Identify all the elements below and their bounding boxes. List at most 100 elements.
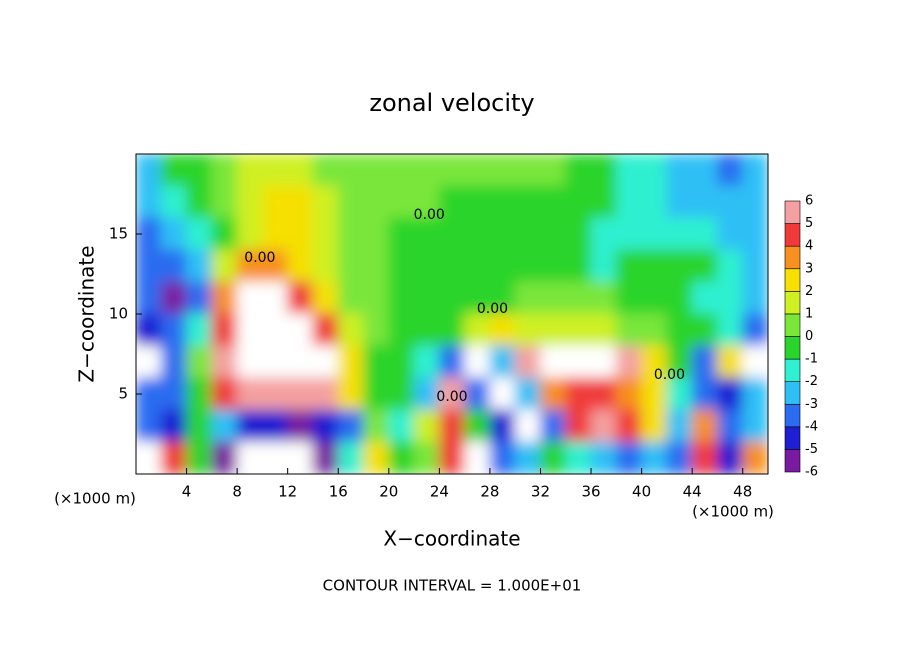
heatmap-cell (388, 313, 415, 347)
heatmap-cell (363, 409, 390, 443)
heatmap-cell (615, 441, 643, 474)
heatmap-cell (160, 217, 188, 251)
heatmap-cell (565, 185, 592, 219)
heatmap-cell (464, 441, 491, 474)
heatmap-cell (413, 409, 440, 443)
heatmap-cell (337, 281, 365, 315)
heatmap-cell (590, 249, 617, 283)
heatmap-cell (388, 249, 415, 283)
x-tick-label: 44 (683, 483, 702, 501)
heatmap-cell (641, 345, 668, 379)
heatmap-cell (742, 313, 768, 347)
heatmap-cell (438, 217, 466, 251)
heatmap-cell (641, 377, 668, 411)
heatmap-cell (186, 409, 213, 443)
x-unit-label: (×1000 m) (54, 490, 136, 508)
heatmap-cell (514, 441, 541, 474)
colorbar-swatch (784, 358, 801, 382)
heatmap-cell (666, 345, 693, 379)
colorbar-label: 1 (805, 306, 813, 321)
colorbar-swatch (784, 200, 801, 224)
heatmap-cell (363, 154, 390, 187)
heatmap-cell (590, 409, 617, 443)
heatmap-cell (489, 154, 516, 187)
x-tick-label: 28 (480, 483, 499, 501)
heatmap-cell (514, 345, 541, 379)
heatmap-cell (489, 217, 516, 251)
heatmap-cell (236, 345, 263, 379)
heatmap-cell (590, 154, 617, 187)
heatmap-cell (186, 313, 213, 347)
heatmap-cell (742, 281, 768, 315)
heatmap-cell (438, 441, 466, 474)
heatmap-cell (742, 249, 768, 283)
heatmap-cell (211, 154, 238, 187)
heatmap-cell (337, 377, 365, 411)
heatmap-cell (438, 313, 466, 347)
heatmap-cell (211, 281, 238, 315)
heatmap-cell (413, 345, 440, 379)
heatmap-cell (590, 217, 617, 251)
heatmap-cell (287, 441, 314, 474)
heatmap-cell (641, 409, 668, 443)
heatmap-cell (716, 377, 744, 411)
heatmap-cell (514, 249, 541, 283)
heatmap-cell (565, 154, 592, 187)
heatmap-cell (186, 377, 213, 411)
heatmap-cell (211, 249, 238, 283)
colorbar-label: 6 (805, 194, 813, 209)
heatmap-cell (666, 441, 693, 474)
heatmap-cell (211, 313, 238, 347)
heatmap-cell (615, 281, 643, 315)
heatmap-cell (312, 281, 339, 315)
heatmap-cell (236, 185, 263, 219)
heatmap-cell (590, 185, 617, 219)
heatmap-cell (287, 281, 314, 315)
heatmap-cell (691, 409, 718, 443)
heatmap-cell (691, 377, 718, 411)
heatmap-cell (464, 281, 491, 315)
heatmap-cell (287, 249, 314, 283)
heatmap-cell (261, 217, 289, 251)
colorbar-swatch (784, 291, 801, 315)
heatmap-cell (287, 377, 314, 411)
heatmap-cell (186, 345, 213, 379)
colorbar-swatch (784, 336, 801, 360)
heatmap-cell (363, 313, 390, 347)
heatmap-cell (160, 313, 188, 347)
heatmap-cell (590, 441, 617, 474)
heatmap-cell (136, 345, 162, 379)
heatmap-cell (666, 409, 693, 443)
heatmap-cell (261, 154, 289, 187)
heatmap-cell (514, 217, 541, 251)
heatmap-cell (413, 249, 440, 283)
heatmap-cell (539, 377, 567, 411)
heatmap-cell (565, 249, 592, 283)
heatmap-cell (590, 377, 617, 411)
heatmap-cell (413, 154, 440, 187)
colorbar-label: 3 (805, 261, 813, 276)
heatmap-cell (236, 409, 263, 443)
heatmap-cell (136, 185, 162, 219)
heatmap-cell (641, 281, 668, 315)
heatmap-cell (236, 441, 263, 474)
heatmap-cell (261, 441, 289, 474)
heatmap-cell (312, 409, 339, 443)
heatmap-cell (413, 217, 440, 251)
heatmap-cell (666, 217, 693, 251)
colorbar-label: 2 (805, 284, 813, 299)
heatmap-cell (691, 154, 718, 187)
heatmap-cell (641, 249, 668, 283)
heatmap-cell (413, 441, 440, 474)
heatmap-cell (565, 345, 592, 379)
heatmap-cell (514, 185, 541, 219)
heatmap-cell (236, 249, 263, 283)
heatmap-cell (666, 185, 693, 219)
heatmap-cell (615, 249, 643, 283)
heatmap-cell (136, 281, 162, 315)
heatmap-cell (615, 409, 643, 443)
heatmap-cell (388, 409, 415, 443)
heatmap-cell (641, 441, 668, 474)
x-tick-label: 32 (531, 483, 550, 501)
